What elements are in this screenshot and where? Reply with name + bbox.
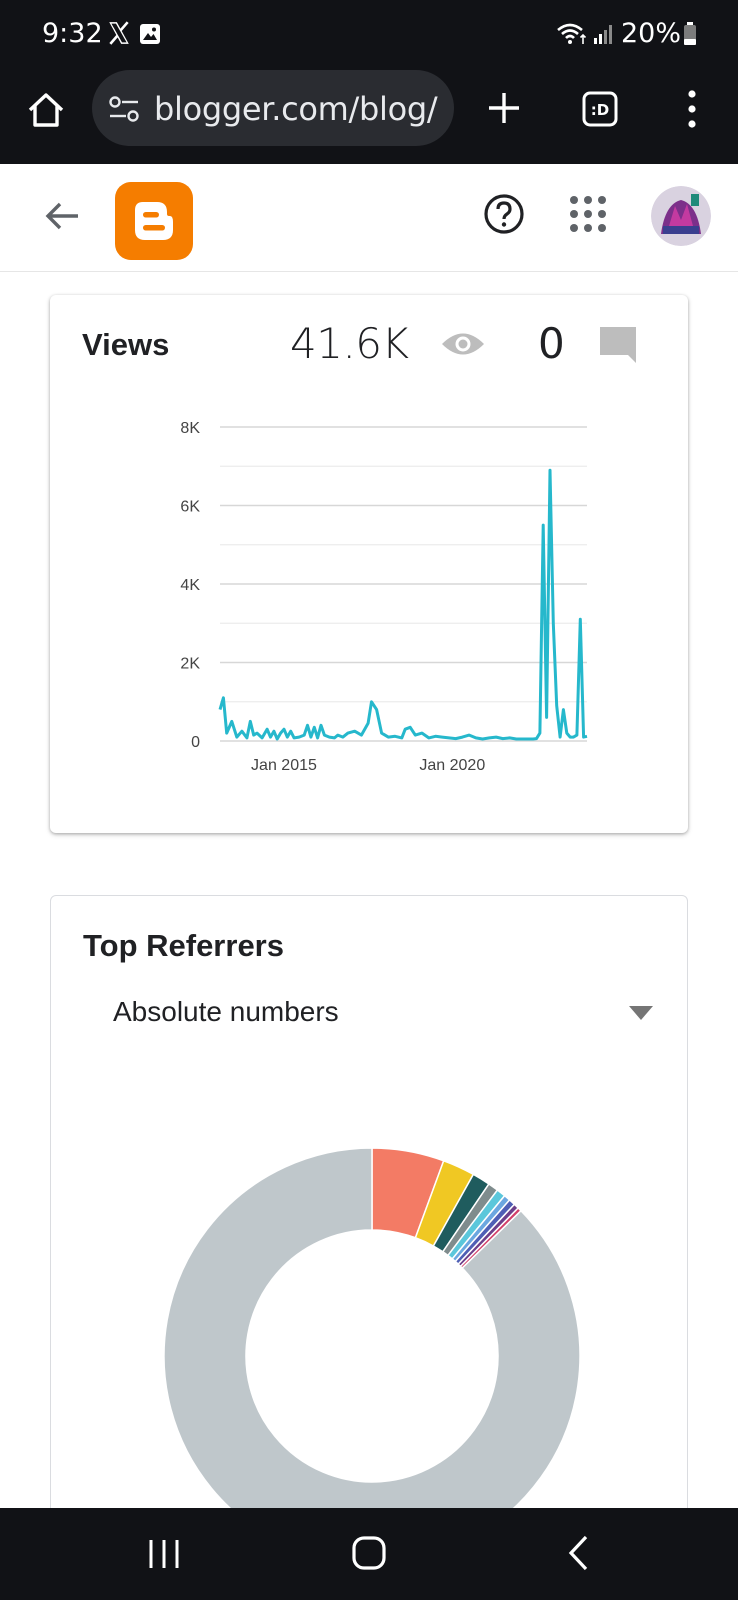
browser-toolbar: blogger.com/blog/ :D <box>0 68 738 164</box>
referrers-mode-label: Absolute numbers <box>113 996 339 1027</box>
battery-percent: 20% <box>621 18 682 49</box>
tab-count-label: :D <box>591 101 609 119</box>
views-card: Views 41.6K 0 0 2K 4K 6K 8K Jan 2015 Jan 2020 <box>50 295 688 833</box>
help-icon[interactable] <box>482 192 526 236</box>
recent-apps-icon[interactable] <box>146 1536 182 1572</box>
top-referrers-card: Top Referrers Absolute numbers <box>50 895 688 1536</box>
dropdown-arrow-icon[interactable] <box>629 1006 653 1020</box>
comment-icon <box>600 327 636 363</box>
referrers-title: Top Referrers <box>83 928 284 963</box>
back-button-icon[interactable] <box>566 1534 590 1572</box>
back-arrow-icon[interactable] <box>40 194 84 238</box>
url-text[interactable]: blogger.com/blog/ <box>154 90 438 128</box>
status-time: 9:32 <box>42 18 103 49</box>
battery-icon <box>684 22 696 45</box>
home-icon[interactable] <box>24 88 68 132</box>
signal-icon <box>594 25 612 44</box>
app-header <box>0 164 738 272</box>
blogger-logo[interactable] <box>115 182 193 260</box>
views-line-chart: 0 2K 4K 6K 8K Jan 2015 Jan 2020 <box>180 420 588 774</box>
eye-icon <box>442 333 484 355</box>
y-tick-label: 4K <box>180 577 200 594</box>
views-series-line <box>218 468 588 741</box>
views-title: Views <box>82 327 170 362</box>
y-tick-label: 0 <box>191 734 200 751</box>
referrers-mode-select[interactable]: Absolute numbers <box>113 992 653 1036</box>
comments-total: 0 <box>538 319 565 368</box>
site-settings-icon[interactable] <box>108 94 140 124</box>
address-bar[interactable]: blogger.com/blog/ <box>92 70 454 146</box>
tabs-icon[interactable]: :D <box>581 90 619 128</box>
menu-icon[interactable] <box>680 88 704 130</box>
image-icon <box>140 24 160 44</box>
system-nav-bar <box>0 1508 738 1600</box>
x-tick-label: Jan 2020 <box>419 757 485 774</box>
x-icon <box>109 21 129 45</box>
y-tick-label: 2K <box>180 656 200 673</box>
status-bar: 9:32 20% <box>0 0 738 68</box>
donut-slice[interactable] <box>163 1147 581 1536</box>
referrers-donut-chart <box>163 1147 581 1536</box>
views-total: 41.6K <box>290 319 409 368</box>
x-tick-label: Jan 2015 <box>251 757 317 774</box>
wifi-icon <box>557 23 587 44</box>
y-tick-label: 8K <box>180 420 200 437</box>
new-tab-icon[interactable] <box>484 88 524 128</box>
avatar[interactable] <box>651 186 711 246</box>
y-tick-label: 6K <box>180 499 200 516</box>
home-button-icon[interactable] <box>350 1534 388 1572</box>
apps-grid-icon[interactable] <box>568 194 608 234</box>
